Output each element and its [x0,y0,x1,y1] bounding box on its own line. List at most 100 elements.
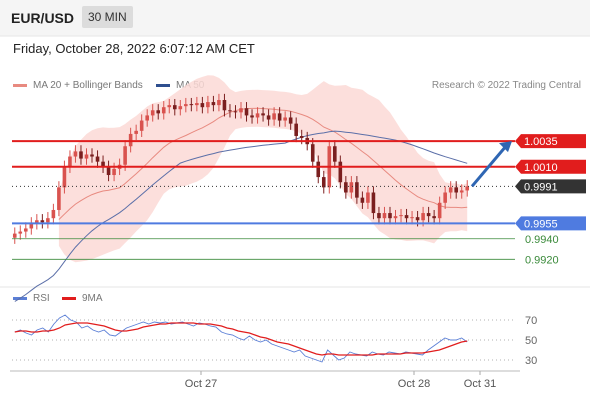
currency-pair: EUR/USD [11,10,75,26]
legend-ma20: MA 20 + Bollinger Bands [13,80,143,91]
level-tag-1.0010 [515,159,586,174]
bollinger-band [58,75,468,263]
candle-body [156,110,161,114]
candle-body [233,111,238,113]
candle-body [294,123,298,136]
rsi-tick-70: 70 [525,315,537,327]
candle-body [344,182,348,193]
forecast-arrow [470,145,508,188]
candle-body [18,231,23,234]
candle-body [338,161,343,183]
level-label-0.9991: 0.9991 [524,181,558,193]
candle-body [239,108,243,113]
candle-body [371,192,376,214]
candle-body [388,213,392,219]
candle-body [95,156,100,162]
candle-body [40,220,45,223]
candle-body [448,187,453,193]
candle-body [29,223,34,229]
ma9-swatch [62,297,76,300]
ma50-swatch [156,84,170,87]
ma20-swatch [13,84,27,87]
candle-body [316,161,321,178]
candle-body [172,105,177,110]
ma20-label: MA 20 + Bollinger Bands [33,80,143,91]
candle-body [12,233,17,238]
level-label-0.9920: 0.9920 [525,254,559,266]
candle-body [73,151,78,157]
candle-body [150,110,155,116]
candle-body [51,209,56,219]
rsi-label: RSI [33,293,50,304]
candle-body [437,202,442,219]
candle-body [161,107,166,114]
candle-body [189,104,194,106]
candle-body [454,187,459,193]
level-label-0.9955: 0.9955 [524,218,558,230]
candle-body [360,197,365,203]
candle-body [200,103,205,108]
candle-body [211,102,216,106]
candle-body [139,120,144,131]
candle-body [399,215,403,217]
candle-body [244,108,249,116]
candle-body [261,113,265,116]
candle-body [106,166,111,176]
candle-body [277,113,282,121]
candle-body [355,182,359,198]
rsi-tick-50: 50 [525,335,537,347]
candle-body [128,133,133,147]
timestamp: Friday, October 28, 2022 6:07:12 AM CET [13,41,255,56]
x-tick-label: Oct 31 [464,378,496,390]
candle-body [333,146,337,162]
candle-body [415,217,420,221]
candle-body [178,106,183,110]
candle-body [377,213,381,219]
level-tag-1.0035 [515,134,586,149]
ma9-line [14,322,468,356]
timeframe-badge[interactable]: 30 MIN [82,6,133,28]
candle-body [421,213,425,221]
ma50-line [14,130,468,302]
candle-body [195,103,199,106]
candle-body [90,154,94,157]
candle-body [206,102,210,108]
candle-body [184,104,188,107]
candle-body [393,216,398,219]
candle-body [123,146,127,165]
candle-body [349,182,354,193]
x-tick-label: Oct 28 [398,378,430,390]
candle-body [57,187,61,210]
x-tick-label: Oct 27 [185,378,217,390]
candle-body [23,228,28,232]
rsi-line [14,314,468,363]
candle-body [255,113,260,118]
level-label-0.9940: 0.9940 [525,234,559,246]
candle-body [272,113,276,120]
legend-9ma: 9MA [62,293,103,304]
candle-body [145,115,149,121]
candle-body [68,156,72,167]
candle-body [228,110,232,112]
candle-body [283,117,287,121]
candle-body [465,186,470,191]
candle-body [266,115,271,120]
ma9-label: 9MA [82,293,103,304]
candle-body [459,190,464,193]
candle-body [134,130,138,134]
candle-body [299,135,304,139]
candle-body [84,154,89,159]
candle-body [366,192,370,203]
candle-body [310,144,315,162]
candle-body [432,216,436,219]
candle-body [426,213,431,217]
forecast-arrowhead [499,141,512,153]
level-label-1.0035: 1.0035 [524,136,558,148]
rsi-tick-30: 30 [525,355,537,367]
candle-body [443,192,447,203]
candle-body [410,217,414,219]
candle-body [46,218,50,223]
candle-body [112,168,116,176]
